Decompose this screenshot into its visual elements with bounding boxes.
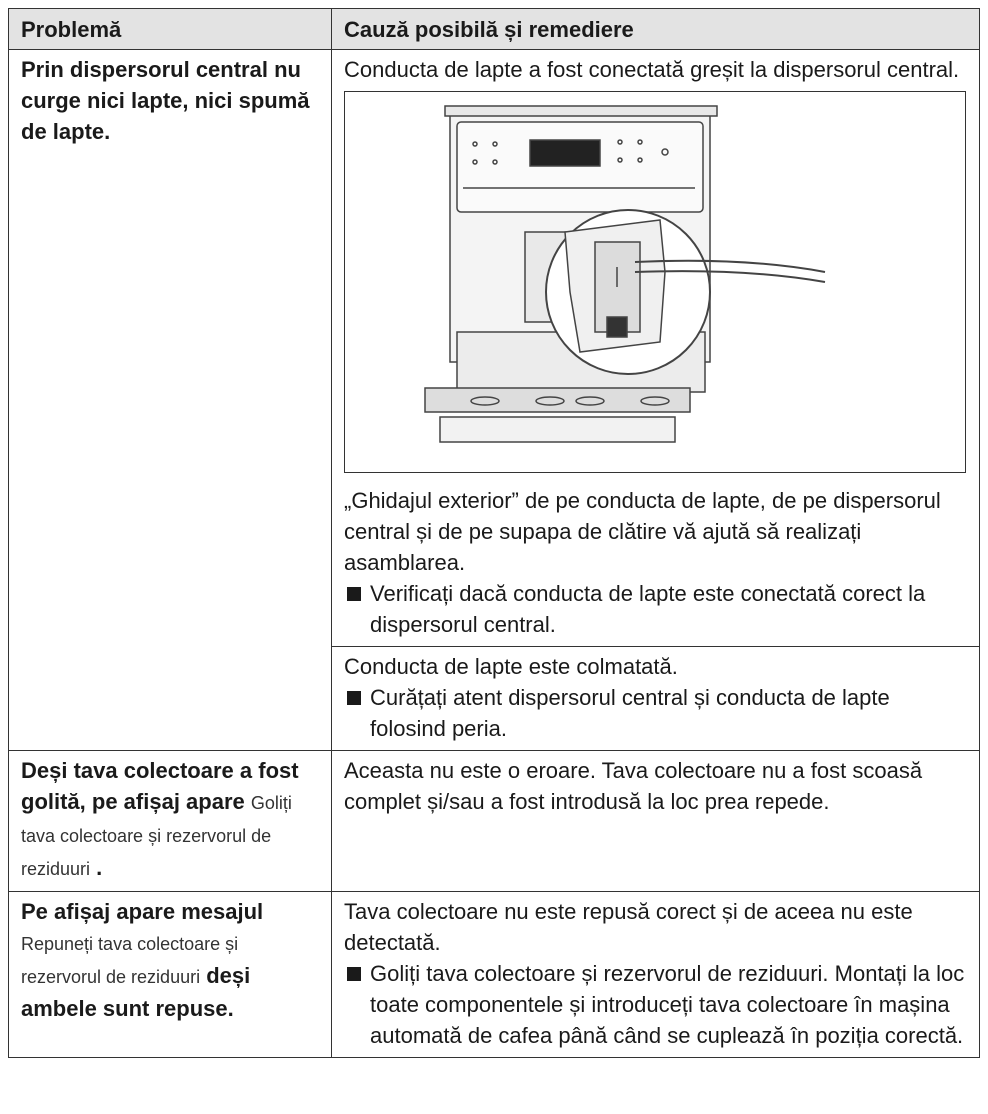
header-cell: Problemă [8, 8, 332, 50]
table-row: Deși tava colectoare a fost golită, pe a… [8, 750, 980, 892]
problem-text-bold: Prin dispersorul central nu curge nici l… [21, 57, 310, 144]
bullet-marker [347, 587, 361, 601]
coffee-machine-illustration [344, 91, 966, 473]
bullet-marker [347, 967, 361, 981]
bullet-item: Goliți tava colectoare și rezervorul de … [344, 958, 969, 1051]
table-row: Prin dispersorul central nu curge nici l… [8, 49, 980, 751]
cause-text: Conducta de lapte este colmatată. [344, 654, 678, 679]
problem-cell: Deși tava colectoare a fost golită, pe a… [8, 750, 332, 892]
bullet-text: Verificați dacă conducta de lapte este c… [370, 581, 926, 637]
problem-text-bold: Deși tava colectoare a fost golită, pe a… [21, 758, 299, 814]
troubleshooting-table: Problemă Cauză posibilă și remediere Pri… [8, 8, 980, 1058]
header-cell: Cauză posibilă și remediere [331, 8, 980, 50]
display-message: Goliți tava colectoare și rezervorul de … [21, 793, 292, 879]
cause-text: Conducta de lapte a fost conectată greși… [344, 57, 960, 82]
cause-text: „Ghidajul exterior” de pe conducta de la… [344, 488, 941, 575]
table-row: Pe afișaj apare mesajul Repuneți tava co… [8, 891, 980, 1058]
bullet-item: Verificați dacă conducta de lapte este c… [344, 578, 969, 640]
cause-cell: Tava colectoare nu este repusă corect și… [331, 891, 980, 1058]
cause-cell: Conducta de lapte a fost conectată greși… [331, 49, 980, 751]
problem-cell: Prin dispersorul central nu curge nici l… [8, 49, 332, 751]
bullet-text: Goliți tava colectoare și rezervorul de … [370, 961, 965, 1048]
cause-block: Conducta de lapte este colmatată. Curățaț… [332, 646, 979, 750]
problem-text-bold: Pe afișaj apare mesajul [21, 899, 264, 924]
cause-text: Tava colectoare nu este repusă corect și… [344, 899, 913, 955]
problem-text-bold: deși ambele sunt repuse. [21, 963, 251, 1021]
bullet-item: Curățați atent dispersorul central și co… [344, 682, 969, 744]
display-message: Repuneți tava colectoare și rezervorul d… [21, 934, 239, 987]
cause-block: Aceasta nu este o eroare. Tava colectoar… [332, 751, 979, 823]
bullet-text: Curățați atent dispersorul central și co… [370, 685, 890, 741]
cause-block: Tava colectoare nu este repusă corect și… [332, 892, 979, 1057]
table: Problemă Cauză posibilă și remediere Pri… [8, 8, 980, 1058]
cause-cell: Aceasta nu este o eroare. Tava colectoar… [331, 750, 980, 892]
problem-cell: Pe afișaj apare mesajul Repuneți tava co… [8, 891, 332, 1058]
header-row: Problemă Cauză posibilă și remediere [8, 8, 980, 50]
cause-block: Conducta de lapte a fost conectată greși… [332, 50, 979, 646]
problem-text-bold: . [96, 855, 103, 880]
bullet-marker [347, 691, 361, 705]
cause-text: Aceasta nu este o eroare. Tava colectoar… [344, 758, 923, 814]
